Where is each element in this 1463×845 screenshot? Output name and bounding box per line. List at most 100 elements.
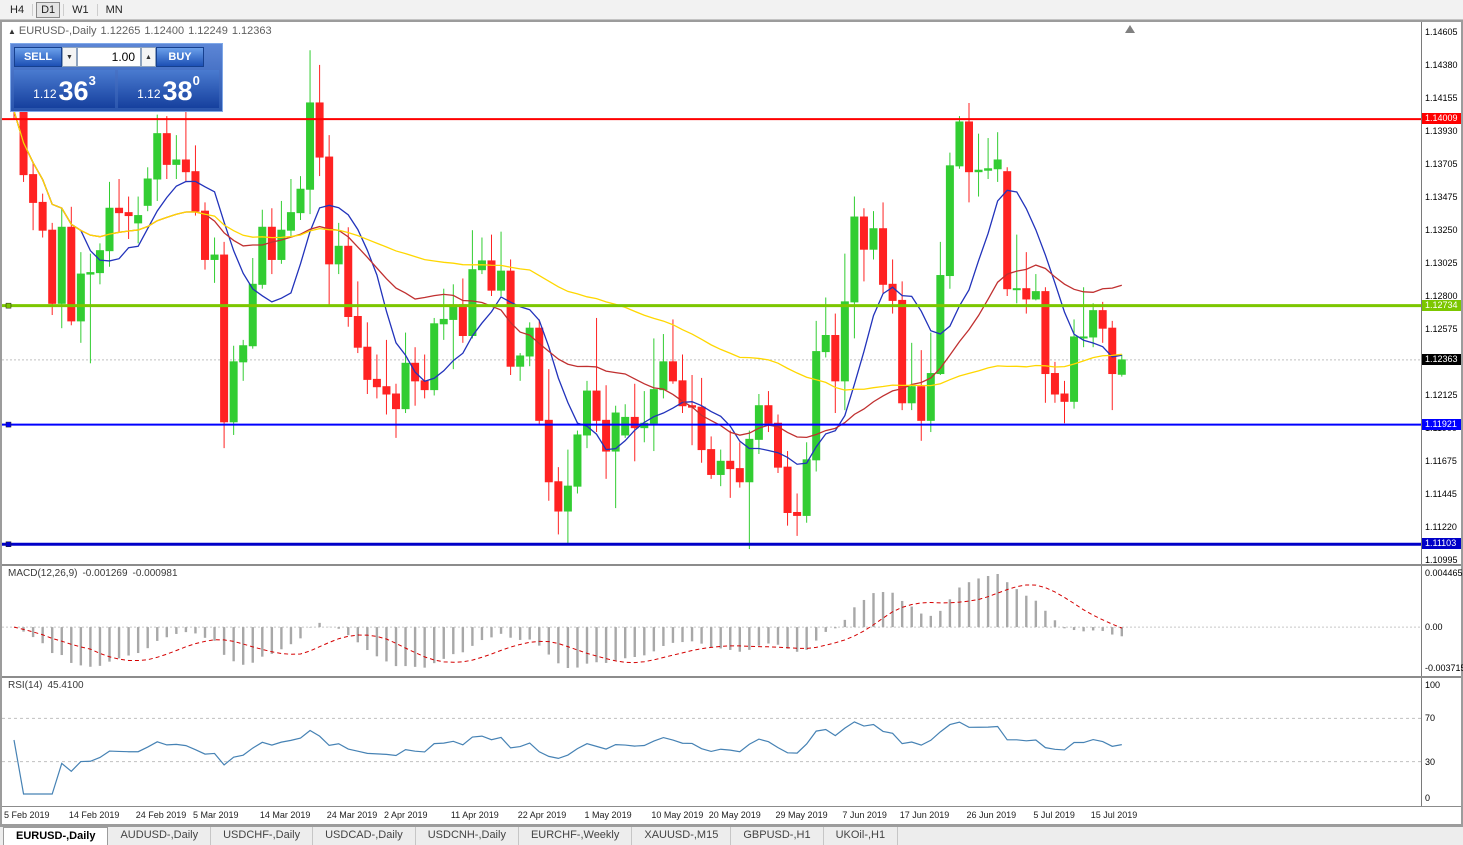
y-axis-label: 1.13475: [1425, 192, 1458, 203]
chart-tab[interactable]: EURUSD-,Daily: [3, 827, 109, 845]
chart-tab[interactable]: USDCNH-,Daily: [416, 827, 519, 845]
candle-body: [602, 419, 611, 452]
candle-body: [162, 133, 171, 165]
chart-tab[interactable]: GBPUSD-,H1: [731, 827, 824, 845]
sell-button[interactable]: SELL: [14, 47, 62, 67]
rsi-line: [13, 721, 1122, 795]
candle-body: [774, 422, 782, 468]
candle-body: [38, 201, 47, 231]
y-axis-label: 1.13705: [1425, 158, 1458, 169]
price-axis[interactable]: 1.14605 1.14380 1.14155 1.13930 1.13705 1.134…: [1421, 22, 1461, 565]
candle-body: [1060, 393, 1069, 402]
price-tag: 1.12734: [1422, 299, 1461, 311]
chart-tab[interactable]: USDCAD-,Daily: [313, 827, 416, 845]
chart-tab[interactable]: AUDUSD-,Daily: [108, 827, 212, 845]
candle-body: [516, 355, 525, 367]
volume-input[interactable]: [77, 47, 141, 67]
buy-button[interactable]: BUY: [156, 47, 204, 67]
bid-big-digits: 36: [58, 76, 89, 106]
panel-divider[interactable]: [2, 564, 1461, 566]
candle-body: [678, 380, 687, 407]
candle-body: [134, 215, 143, 224]
candle-body: [945, 165, 954, 277]
macd-panel: 0.004465 0.00 -0.003715 MACD(12,26,9) -0.00…: [2, 566, 1463, 676]
candle-body: [258, 226, 267, 285]
candle-body: [458, 304, 467, 337]
candle-body: [334, 245, 343, 265]
timeframe-w1[interactable]: W1: [72, 3, 89, 16]
timeframe-d1[interactable]: D1: [36, 1, 61, 18]
macd-chart[interactable]: [2, 566, 1421, 676]
chart-tab[interactable]: EURCHF-,Weekly: [519, 827, 633, 845]
candle-body: [430, 323, 439, 391]
date-label: 24 Mar 2019: [326, 810, 378, 820]
timeframe-toolbar: H4 D1 W1 MN: [0, 0, 1463, 20]
timeframe-mn[interactable]: MN: [105, 3, 123, 16]
date-label: 2 Apr 2019: [384, 810, 428, 820]
rsi-name: RSI(14): [8, 680, 43, 691]
candle-body: [353, 315, 362, 348]
candle-body: [831, 335, 840, 382]
candle-body: [697, 406, 706, 451]
chart-tab[interactable]: XAUUSD-,M15: [632, 827, 732, 845]
candle-body: [917, 386, 926, 421]
candle-body: [583, 390, 591, 436]
main-chart-panel: 1.14605 1.14380 1.14155 1.13930 1.13705 1.134…: [2, 22, 1461, 565]
ask-big-digits: 38: [162, 76, 193, 106]
candlestick-chart[interactable]: [2, 22, 1421, 564]
candle-body: [191, 171, 200, 212]
y-axis-label: 1.11675: [1425, 455, 1457, 466]
candle-body: [315, 102, 324, 158]
candle-body: [1098, 310, 1107, 329]
candle-body: [229, 361, 238, 423]
candle-body: [468, 269, 477, 337]
panel-divider[interactable]: [2, 676, 1461, 678]
candle-body: [248, 283, 257, 347]
rsi-axis-label: 0: [1425, 793, 1431, 803]
candle-body: [630, 416, 639, 429]
candle-body: [850, 216, 859, 303]
candle-body: [535, 327, 544, 421]
candle-body: [955, 121, 964, 167]
line-handle[interactable]: [5, 302, 12, 309]
chart-tab[interactable]: UKOil-,H1: [824, 827, 899, 845]
candle-body: [544, 419, 553, 483]
macd-axis[interactable]: 0.004465 0.00 -0.003715: [1421, 566, 1463, 676]
candle-body: [95, 250, 104, 274]
candle-body: [1117, 359, 1126, 375]
line-handle[interactable]: [5, 541, 12, 547]
rsi-chart[interactable]: [2, 678, 1421, 806]
volume-decrease-button[interactable]: ▼: [62, 47, 77, 67]
candle-body: [420, 380, 429, 391]
ask-prefix: 1.12: [137, 87, 161, 101]
candle-body: [286, 212, 295, 231]
chart-tab[interactable]: USDCHF-,Daily: [211, 827, 314, 845]
candle-body: [936, 275, 945, 375]
line-handle[interactable]: [5, 421, 12, 428]
chart-window: 1.14605 1.14380 1.14155 1.13930 1.13705 1.134…: [0, 20, 1463, 826]
volume-increase-button[interactable]: ▲: [141, 47, 156, 67]
candle-body: [372, 378, 381, 388]
date-label: 5 Mar 2019: [193, 810, 239, 820]
y-axis-label: 1.11220: [1425, 522, 1457, 533]
chart-shift-marker-icon: [1125, 25, 1135, 33]
timeframe-h4[interactable]: H4: [10, 3, 25, 16]
y-axis-label: 1.13250: [1425, 225, 1458, 236]
date-axis[interactable]: 5 Feb 2019 14 Feb 2019 24 Feb 2019 5 Mar 20…: [2, 806, 1461, 824]
candle-body: [783, 466, 792, 513]
date-label: 10 May 2019: [651, 810, 704, 820]
date-label: 26 Jun 2019: [966, 810, 1017, 820]
date-label: 1 May 2019: [584, 810, 632, 820]
buy-price-display[interactable]: 1.12 38 0: [118, 70, 219, 108]
candle-body: [649, 389, 658, 424]
candle-body: [745, 438, 754, 483]
candle-body: [220, 254, 229, 423]
candle-body: [115, 207, 124, 214]
sell-price-display[interactable]: 1.12 36 3: [14, 70, 115, 108]
toolbar-separator: [96, 3, 98, 16]
candles-layer: [10, 50, 1126, 550]
rsi-axis[interactable]: 100 70 30 0: [1421, 678, 1461, 806]
symbol-title: EURUSD-,Daily: [18, 25, 97, 37]
candle-body: [812, 351, 821, 461]
candle-body: [869, 228, 878, 250]
